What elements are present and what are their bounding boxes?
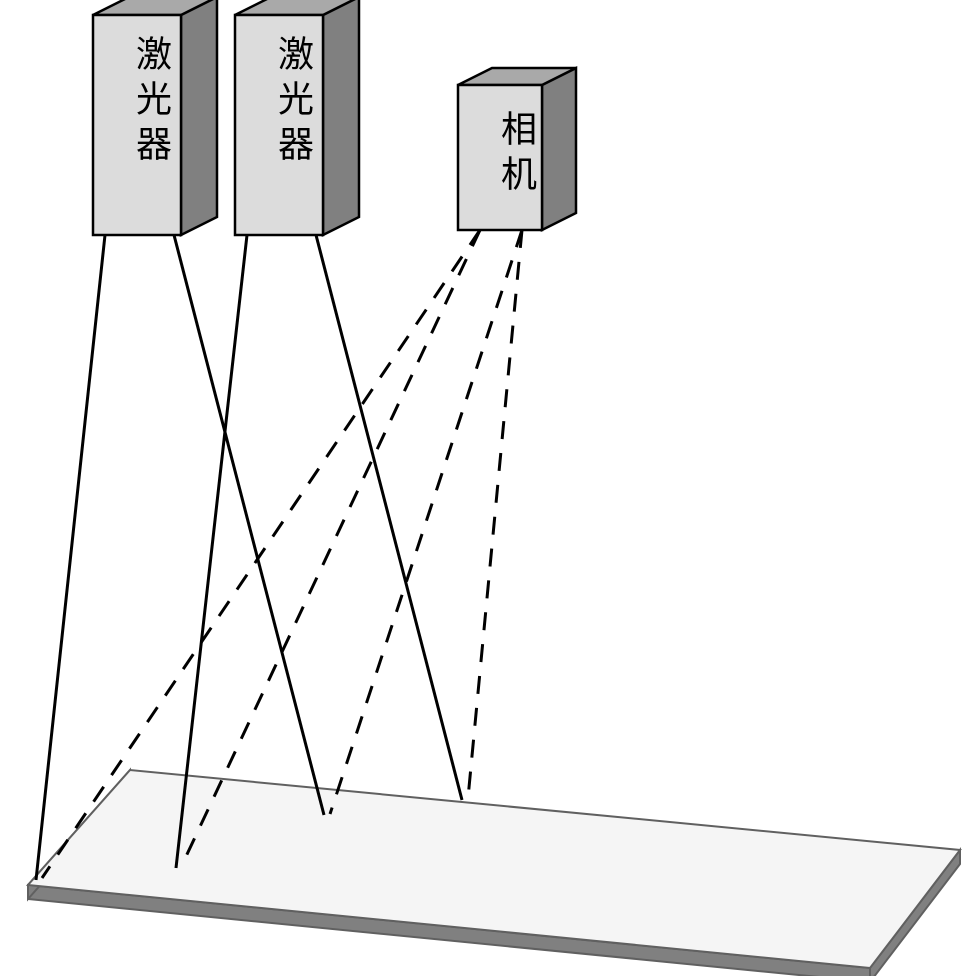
laser2-box-front [235, 15, 323, 235]
camera-box-side [542, 68, 576, 230]
laser1-ray-right [174, 235, 324, 815]
laser1-ray-left [36, 235, 105, 880]
diagram-svg [0, 0, 962, 976]
diagram-stage: 激光器激光器相机 [0, 0, 962, 976]
camera-ray-1 [42, 230, 480, 878]
laser2-ray-right [316, 235, 462, 800]
laser1-box-side [181, 0, 217, 235]
camera-ray-2 [182, 230, 480, 865]
laser2-ray-left [176, 235, 247, 868]
camera-ray-4 [468, 230, 522, 798]
laser2-box-side [323, 0, 359, 235]
camera-box-front [458, 85, 542, 230]
laser1-box-front [93, 15, 181, 235]
